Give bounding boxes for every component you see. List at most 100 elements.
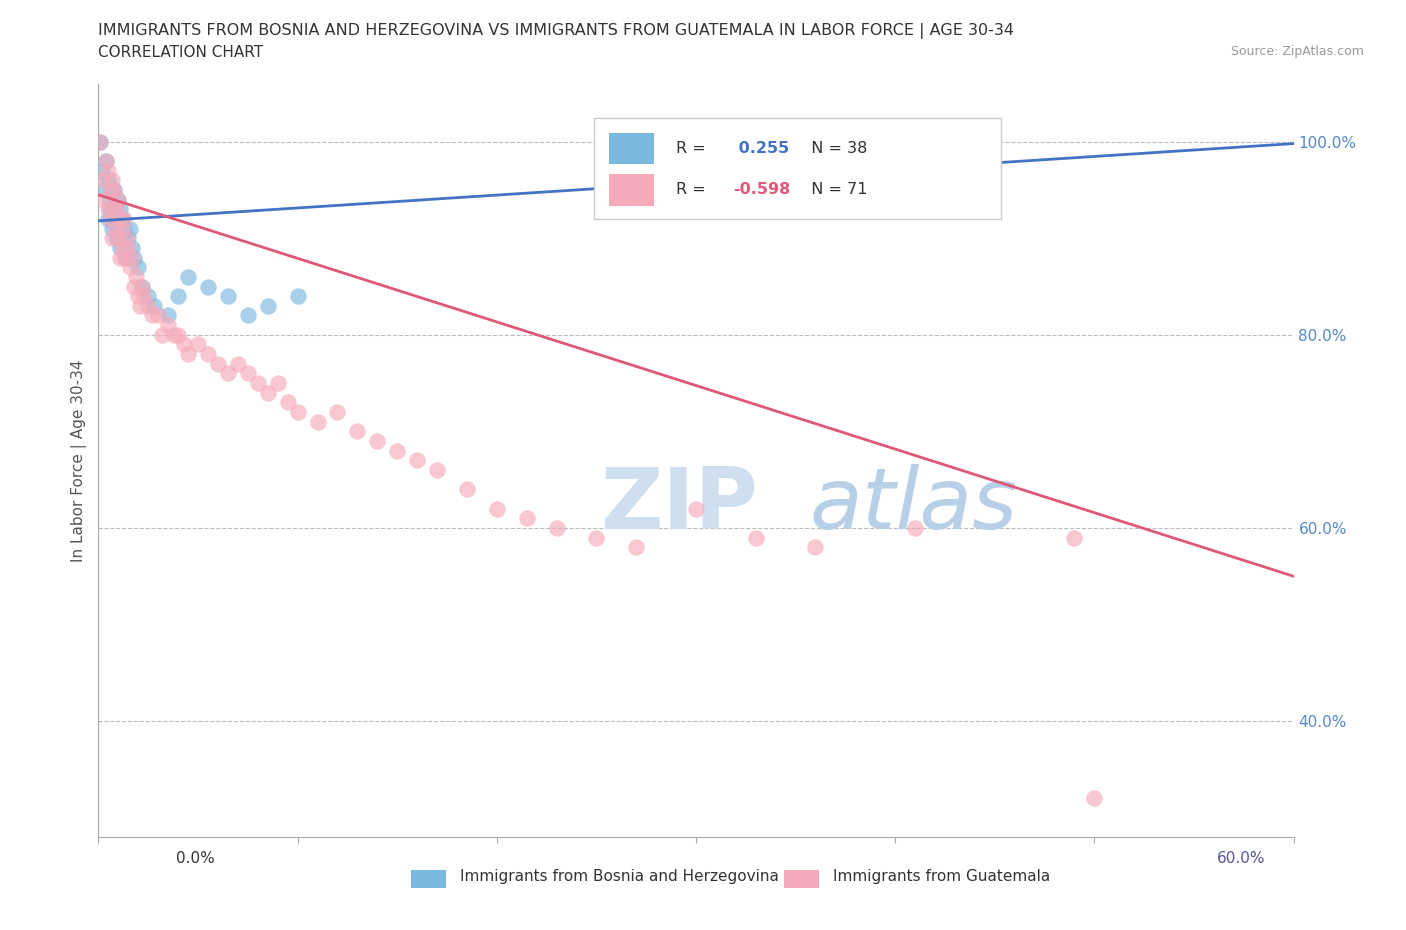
Point xyxy=(197,279,219,294)
Point xyxy=(150,327,173,342)
Point xyxy=(167,288,190,303)
Point xyxy=(105,202,128,217)
Y-axis label: In Labor Force | Age 30-34: In Labor Force | Age 30-34 xyxy=(72,359,87,562)
Point xyxy=(426,462,449,477)
Point xyxy=(96,153,118,168)
Point xyxy=(105,211,128,226)
Point xyxy=(804,539,827,554)
Point xyxy=(124,279,146,294)
Point xyxy=(96,153,118,168)
Point xyxy=(226,356,249,371)
Point xyxy=(148,308,170,323)
Point xyxy=(120,259,142,274)
Point xyxy=(101,231,124,246)
Point xyxy=(97,211,120,226)
Text: Source: ZipAtlas.com: Source: ZipAtlas.com xyxy=(1230,45,1364,58)
Point xyxy=(91,173,114,188)
Text: R =: R = xyxy=(676,182,710,197)
Text: Immigrants from Guatemala: Immigrants from Guatemala xyxy=(832,870,1050,884)
Point xyxy=(131,279,153,294)
Point xyxy=(177,347,200,362)
Point xyxy=(120,221,142,236)
FancyBboxPatch shape xyxy=(595,117,1001,219)
Point xyxy=(366,433,388,448)
Point xyxy=(107,221,129,236)
Point xyxy=(406,453,429,468)
Point xyxy=(105,221,128,236)
Text: 60.0%: 60.0% xyxy=(1218,851,1265,866)
Text: CORRELATION CHART: CORRELATION CHART xyxy=(98,45,263,60)
Point xyxy=(89,134,111,149)
Point xyxy=(98,202,122,217)
Point xyxy=(685,501,707,516)
Point xyxy=(287,288,309,303)
Text: N = 38: N = 38 xyxy=(801,141,868,156)
Text: -0.598: -0.598 xyxy=(733,182,790,197)
Point xyxy=(163,327,186,342)
Point xyxy=(93,182,115,197)
Point xyxy=(93,193,115,207)
Point xyxy=(585,530,607,545)
Point xyxy=(107,231,129,246)
Point xyxy=(89,134,111,149)
Text: N = 71: N = 71 xyxy=(801,182,868,197)
Point xyxy=(111,211,134,226)
Text: atlas: atlas xyxy=(810,464,1018,547)
Point xyxy=(346,424,368,439)
Point xyxy=(307,414,329,429)
Point xyxy=(246,376,269,391)
Point xyxy=(110,211,132,226)
Point xyxy=(217,366,239,381)
Point xyxy=(1083,790,1105,805)
FancyBboxPatch shape xyxy=(609,174,654,206)
Point xyxy=(277,395,299,410)
Point xyxy=(256,299,278,313)
Point xyxy=(516,511,538,525)
Point xyxy=(97,202,120,217)
Point xyxy=(745,530,768,545)
Point xyxy=(117,231,139,246)
Point xyxy=(103,182,125,197)
Point xyxy=(129,299,152,313)
Point xyxy=(207,356,229,371)
Point xyxy=(103,182,125,197)
Point xyxy=(98,211,122,226)
Point xyxy=(121,241,143,256)
Point xyxy=(287,405,309,419)
Point xyxy=(127,288,149,303)
Point xyxy=(98,193,122,207)
Point xyxy=(101,182,124,197)
Point xyxy=(626,539,648,554)
Text: ZIP: ZIP xyxy=(600,464,758,547)
Point xyxy=(121,250,143,265)
Text: 0.0%: 0.0% xyxy=(176,851,215,866)
Point xyxy=(115,231,138,246)
Point xyxy=(107,193,129,207)
Text: Immigrants from Bosnia and Herzegovina: Immigrants from Bosnia and Herzegovina xyxy=(460,870,779,884)
Point xyxy=(546,521,568,536)
Point xyxy=(177,270,200,285)
Point xyxy=(141,308,163,323)
Point xyxy=(111,241,134,256)
Point xyxy=(115,250,138,265)
Point xyxy=(157,308,180,323)
Point xyxy=(124,250,146,265)
Point xyxy=(127,259,149,274)
Point xyxy=(167,327,190,342)
Point xyxy=(197,347,219,362)
Point xyxy=(1063,530,1085,545)
Point xyxy=(217,288,239,303)
Point xyxy=(173,337,195,352)
Text: 0.255: 0.255 xyxy=(733,141,789,156)
Point xyxy=(103,202,125,217)
Point xyxy=(111,231,134,246)
Point xyxy=(103,202,125,217)
Point xyxy=(112,221,135,236)
Point xyxy=(105,231,128,246)
Point xyxy=(125,270,148,285)
Point xyxy=(112,250,135,265)
Point xyxy=(112,211,135,226)
Text: IMMIGRANTS FROM BOSNIA AND HERZEGOVINA VS IMMIGRANTS FROM GUATEMALA IN LABOR FOR: IMMIGRANTS FROM BOSNIA AND HERZEGOVINA V… xyxy=(98,23,1014,39)
Point xyxy=(131,279,153,294)
Point xyxy=(110,202,132,217)
